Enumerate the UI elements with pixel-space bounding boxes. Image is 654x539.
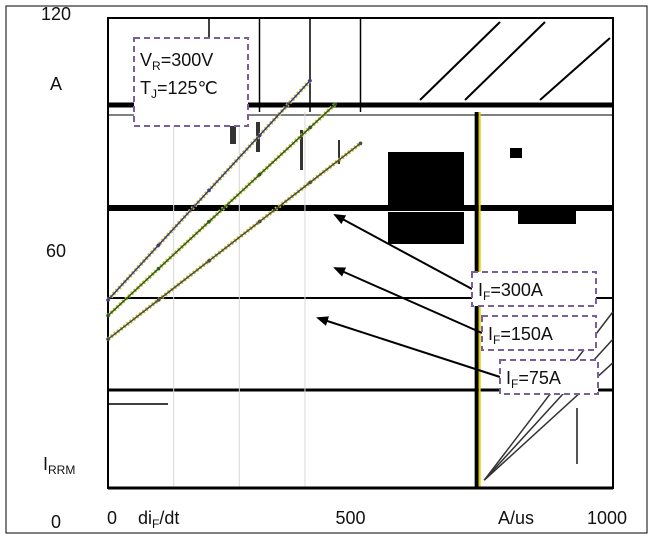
series-point-1 — [207, 219, 211, 224]
x-axis-label: diF/dt — [138, 508, 179, 531]
scan-mark — [230, 124, 236, 144]
diagonal-stroke — [539, 37, 611, 101]
series-label: IF=150A — [488, 324, 553, 347]
series-point-2 — [308, 180, 312, 185]
series-point-0 — [106, 298, 110, 302]
series-point-2 — [358, 141, 363, 146]
outer-frame — [5, 5, 648, 534]
series-point-0 — [207, 188, 211, 193]
callout-box — [481, 315, 597, 351]
series-point-0 — [308, 78, 312, 83]
conditions-box — [133, 37, 249, 127]
condition-tj: TJ=125℃ — [140, 78, 218, 101]
scan-mark — [338, 140, 340, 164]
series-point-1 — [333, 102, 338, 106]
series-point-0 — [257, 133, 262, 138]
series-label: IF=75A — [506, 368, 561, 391]
scan-block — [510, 148, 522, 158]
callout-arrow — [316, 316, 501, 378]
y-tick-label: 120 — [41, 4, 71, 24]
callout-box — [499, 359, 599, 395]
y-axis-label: IRRM — [43, 454, 75, 477]
series-point-1 — [308, 125, 312, 130]
series-point-1 — [106, 313, 110, 318]
callout-arrow — [333, 267, 483, 334]
series-point-1 — [257, 172, 262, 177]
series-label: IF=300A — [478, 280, 543, 303]
scan-block — [518, 210, 576, 224]
scan-block — [388, 212, 464, 244]
x-tick-label: 0 — [107, 508, 117, 528]
x-tick-label: 500 — [335, 508, 365, 528]
condition-vr: VR=300V — [140, 50, 213, 73]
callout-arrow — [333, 214, 473, 290]
series-point-2 — [156, 298, 161, 302]
series-point-2 — [257, 219, 262, 224]
scan-block — [388, 152, 464, 206]
y-unit: A — [50, 74, 62, 94]
x-tick-label: 1000 — [587, 508, 627, 528]
series-point-2 — [106, 337, 110, 341]
diagonal-stroke — [464, 21, 546, 101]
series-point-0 — [156, 243, 161, 247]
series-callouts: IF=300A IF=150A IF=75A — [316, 214, 599, 395]
scan-mark — [576, 408, 578, 464]
y-tick-label: 0 — [51, 512, 61, 532]
tick-labels: 0 60 120 0 500 1000 — [41, 4, 627, 532]
series-line-1 — [107, 103, 336, 317]
callout-box — [471, 271, 597, 307]
series-point-2 — [207, 259, 211, 263]
scan-mark — [300, 130, 303, 170]
series-point-1 — [156, 266, 161, 271]
x-unit: A/us — [498, 508, 534, 528]
data-series — [106, 78, 614, 481]
diagonal-stroke — [419, 21, 501, 101]
series-line-2 — [107, 142, 361, 340]
scan-artifacts — [108, 122, 578, 464]
y-tick-label: 60 — [46, 241, 66, 261]
